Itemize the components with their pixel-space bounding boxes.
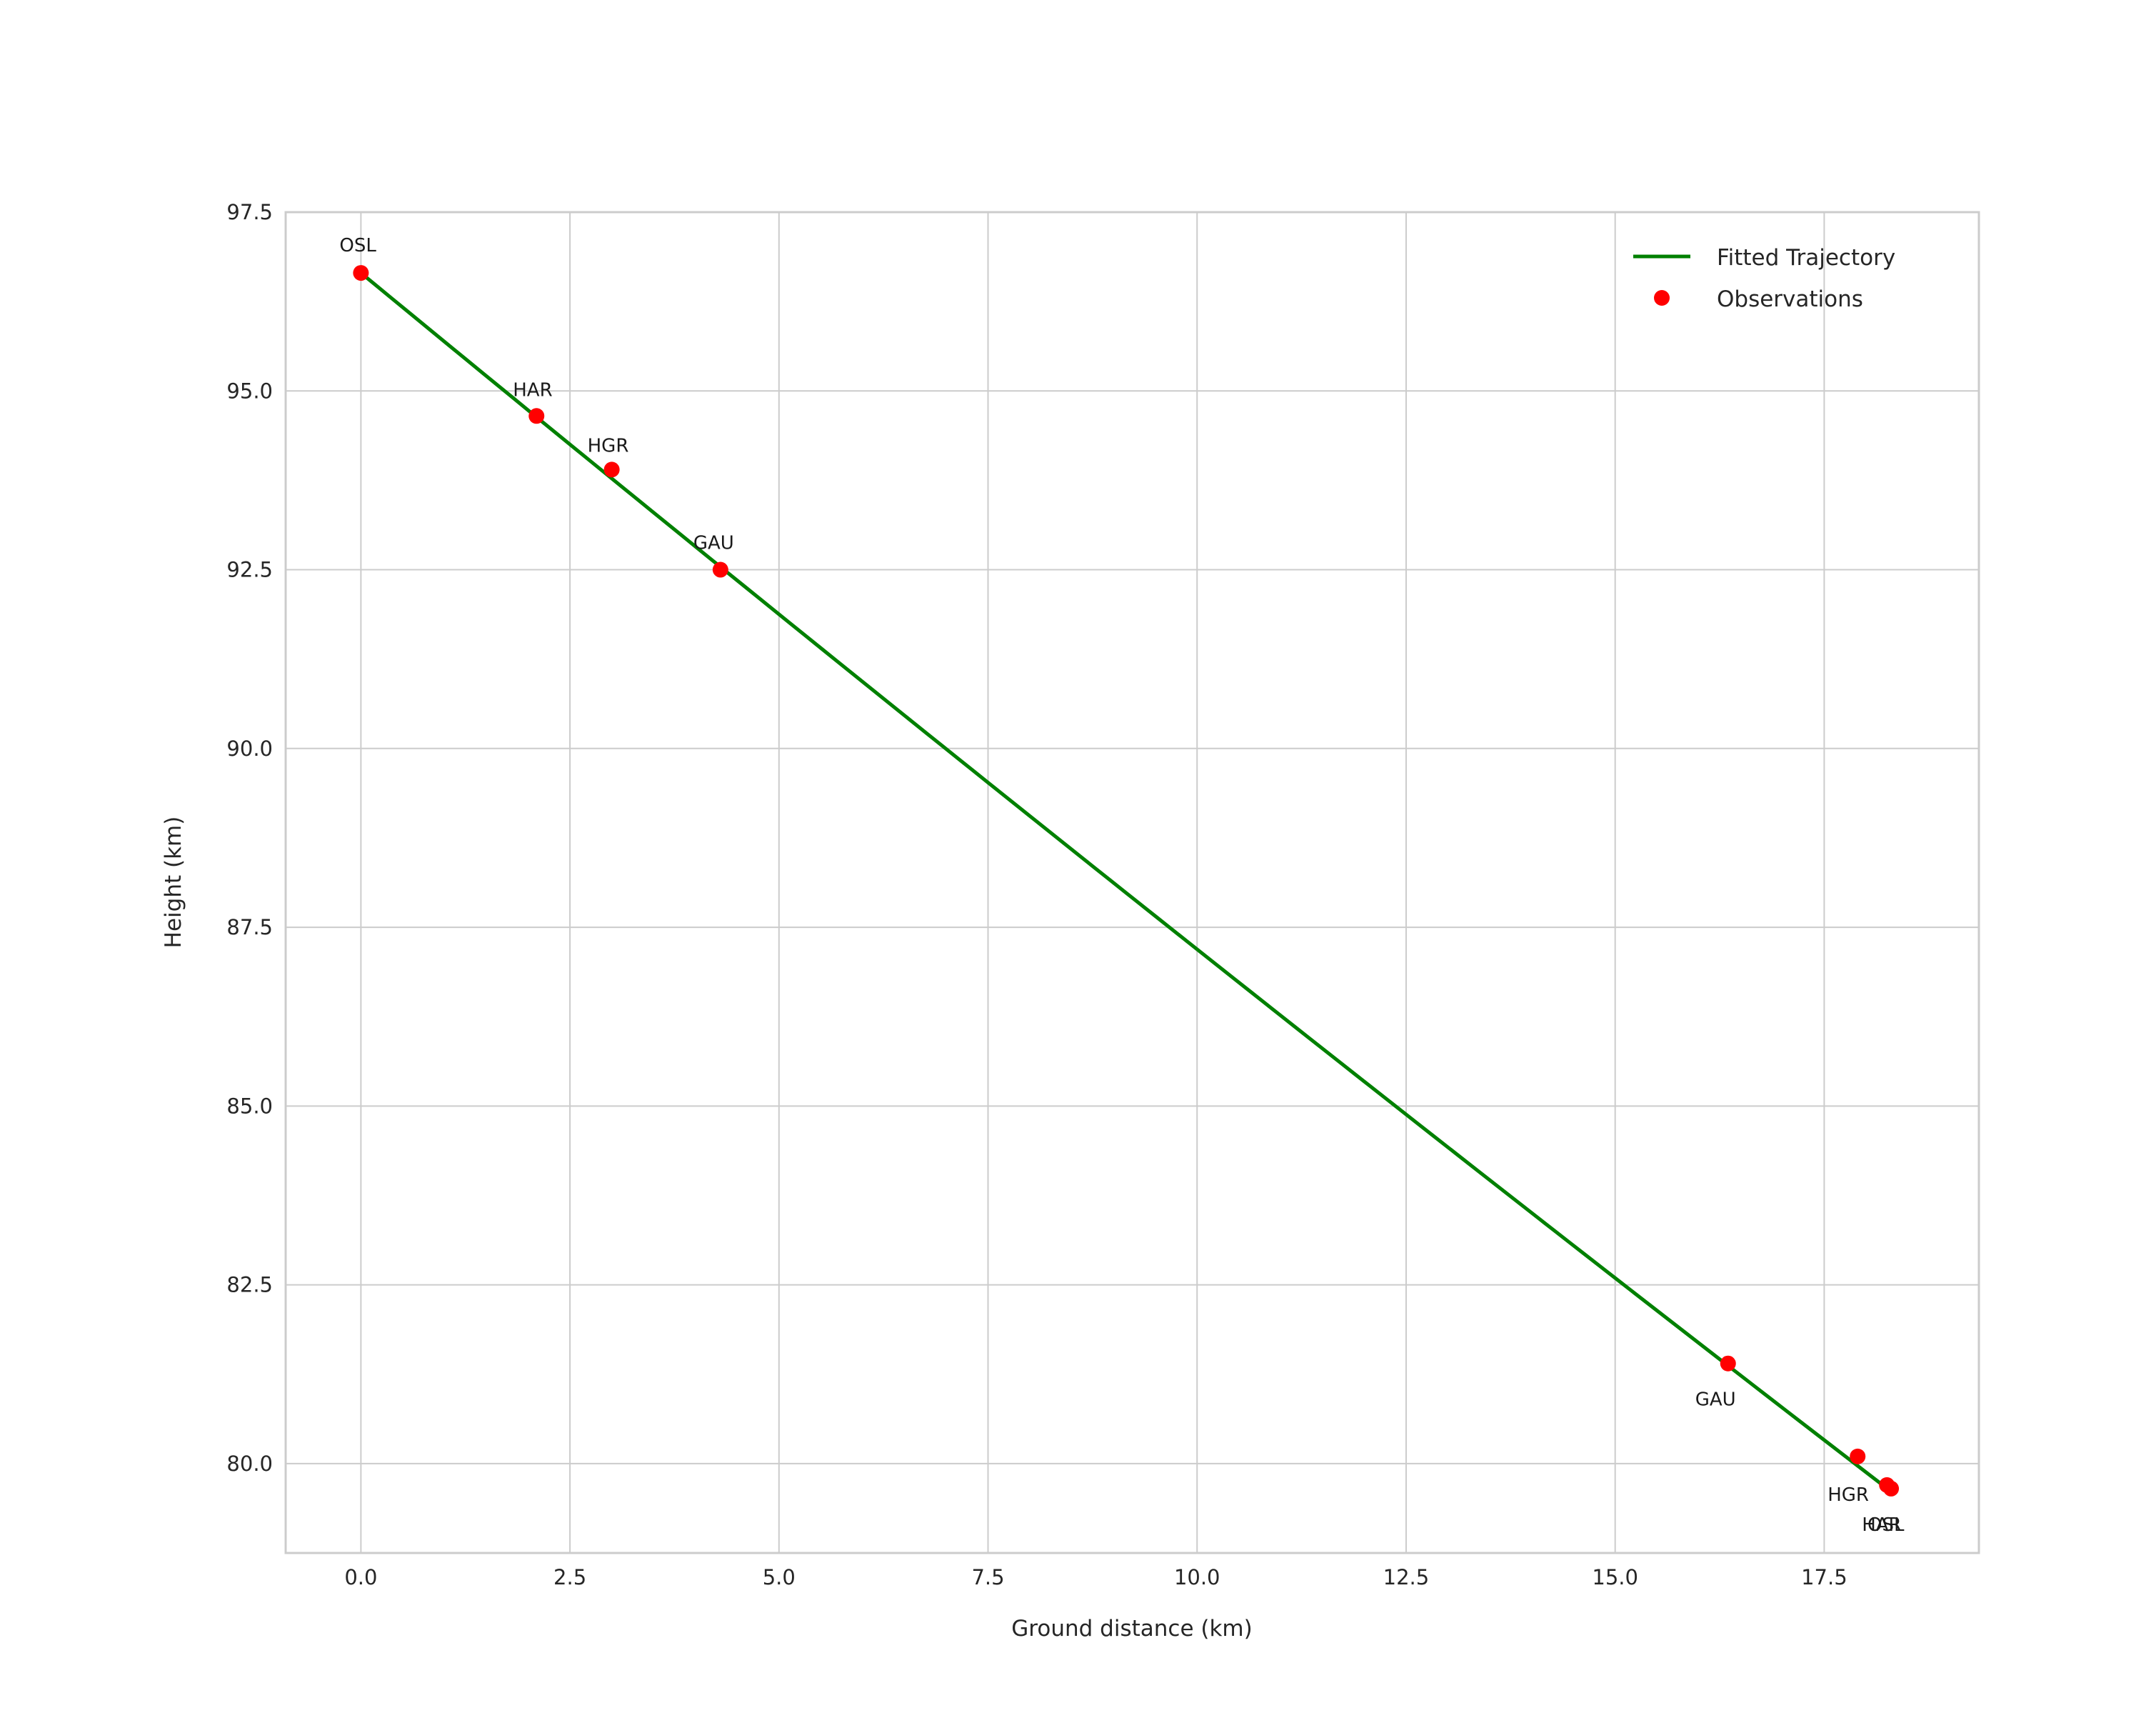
y-tick-label: 87.5	[226, 915, 273, 939]
station-label: HAR	[1862, 1514, 1901, 1536]
station-label: HGR	[588, 435, 629, 456]
y-tick-label: 90.0	[226, 736, 273, 761]
observation-point	[712, 561, 728, 578]
station-label: HAR	[513, 379, 552, 401]
y-tick-label: 95.0	[226, 379, 273, 403]
x-tick-label: 12.5	[1383, 1565, 1430, 1589]
y-axis-label: Height (km)	[161, 816, 186, 949]
station-label: GAU	[1695, 1389, 1736, 1411]
station-label: HGR	[1827, 1484, 1869, 1506]
x-tick-label: 7.5	[971, 1565, 1004, 1589]
x-tick-label: 15.0	[1592, 1565, 1638, 1589]
observation-points	[353, 265, 1900, 1497]
axes-spines	[284, 211, 1980, 1554]
x-axis-label: Ground distance (km)	[1011, 1616, 1252, 1642]
y-tick-label: 80.0	[226, 1452, 273, 1476]
x-tick-label: 2.5	[553, 1565, 586, 1589]
observation-point	[1850, 1448, 1866, 1464]
fitted-trajectory-line	[359, 271, 1893, 1494]
station-label: GAU	[693, 533, 734, 554]
y-tick-label: 82.5	[226, 1273, 273, 1297]
x-tick-label: 5.0	[763, 1565, 796, 1589]
plot-frame	[284, 211, 1980, 1554]
y-tick-label: 92.5	[226, 558, 273, 582]
grid-layer	[286, 211, 1979, 1553]
legend: Fitted Trajectory Observations	[1633, 245, 1895, 312]
x-tick-label: 10.0	[1174, 1565, 1220, 1589]
observation-point	[603, 461, 620, 478]
x-tick-label: 17.5	[1801, 1565, 1847, 1589]
station-label: OSL	[339, 235, 376, 256]
legend-point-swatch	[1654, 290, 1670, 306]
observation-point	[353, 265, 369, 281]
observation-point	[1720, 1355, 1736, 1372]
y-tick-label: 85.0	[226, 1094, 273, 1118]
station-label: OSL	[1867, 1514, 1905, 1536]
x-tick-label: 0.0	[344, 1565, 377, 1589]
fitted-trajectory-path	[359, 271, 1893, 1494]
observation-point	[1883, 1480, 1900, 1497]
legend-label-observations: Observations	[1717, 286, 1863, 312]
legend-label-fitted-trajectory: Fitted Trajectory	[1717, 245, 1895, 271]
observation-point	[528, 408, 545, 424]
y-tick-label: 97.5	[226, 200, 273, 224]
tick-labels: 0.0 2.5 5.0 7.5 10.0 12.5 15.0 17.5 80.0 82.5 85.0…	[226, 200, 1847, 1589]
